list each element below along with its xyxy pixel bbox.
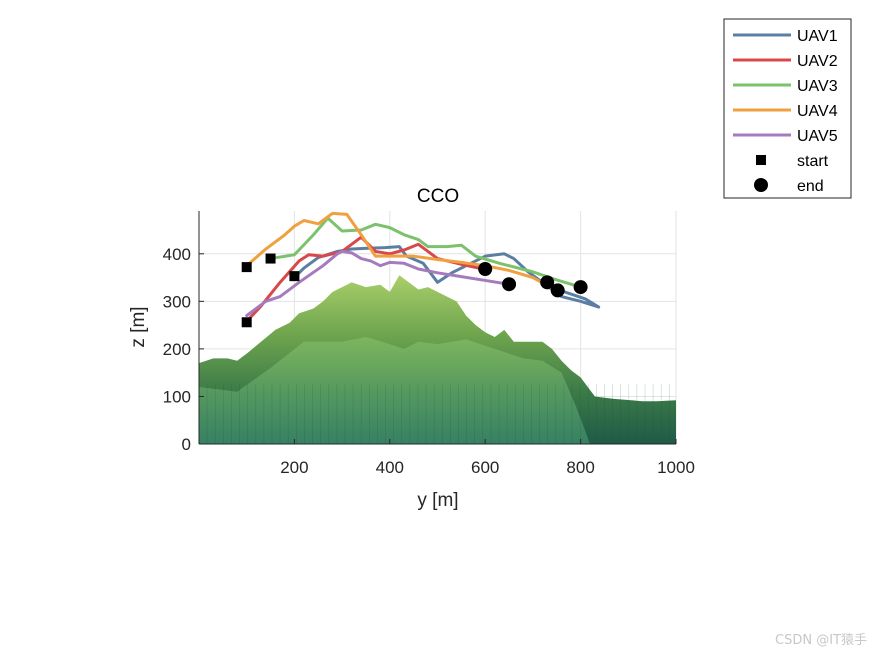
terrain-surface (199, 275, 676, 444)
start-marker (265, 253, 276, 264)
y-tick-label: 100 (163, 387, 191, 406)
watermark: CSDN @IT猿手 (775, 633, 867, 648)
x-axis-label: y [m] (417, 490, 458, 511)
x-tick-label: 800 (566, 458, 594, 477)
legend-label-uav1: UAV1 (797, 28, 838, 45)
legend-label-uav3: UAV3 (797, 78, 838, 95)
x-tick-label: 1000 (657, 458, 695, 477)
chart-title: CCO (417, 186, 459, 207)
y-tick-label: 400 (163, 245, 191, 264)
start-marker (241, 262, 252, 273)
legend: UAV1 UAV2 UAV3 UAV4 UAV5 start end (723, 18, 852, 199)
axes (198, 211, 677, 445)
series-line-uav1 (292, 245, 601, 309)
legend-swatch-start (756, 155, 766, 165)
legend-label-end: end (797, 178, 824, 195)
legend-label-uav5: UAV5 (797, 128, 838, 145)
end-marker (550, 283, 565, 298)
y-axis-label: z [m] (128, 306, 149, 347)
legend-swatch-end (754, 178, 768, 192)
legend-label-uav2: UAV2 (797, 53, 838, 70)
legend-label-start: start (797, 153, 829, 170)
y-tick-label: 300 (163, 292, 191, 311)
tick-labels: 200 400 600 800 1000 0 100 200 300 400 (163, 245, 695, 477)
end-marker (573, 280, 588, 295)
end-marker (502, 277, 517, 292)
terrain-lower (199, 337, 591, 444)
series-line-uav3 (269, 216, 583, 289)
start-end-markers (241, 253, 588, 328)
end-marker (478, 262, 493, 277)
y-tick-label: 0 (182, 435, 191, 454)
legend-label-uav4: UAV4 (797, 103, 838, 120)
end-marker (540, 275, 555, 290)
x-tick-label: 200 (280, 458, 308, 477)
x-tick-label: 600 (471, 458, 499, 477)
x-tick-label: 400 (376, 458, 404, 477)
series-line-uav5 (245, 249, 511, 318)
y-tick-label: 200 (163, 340, 191, 359)
start-marker (289, 271, 300, 282)
start-marker (241, 317, 252, 328)
